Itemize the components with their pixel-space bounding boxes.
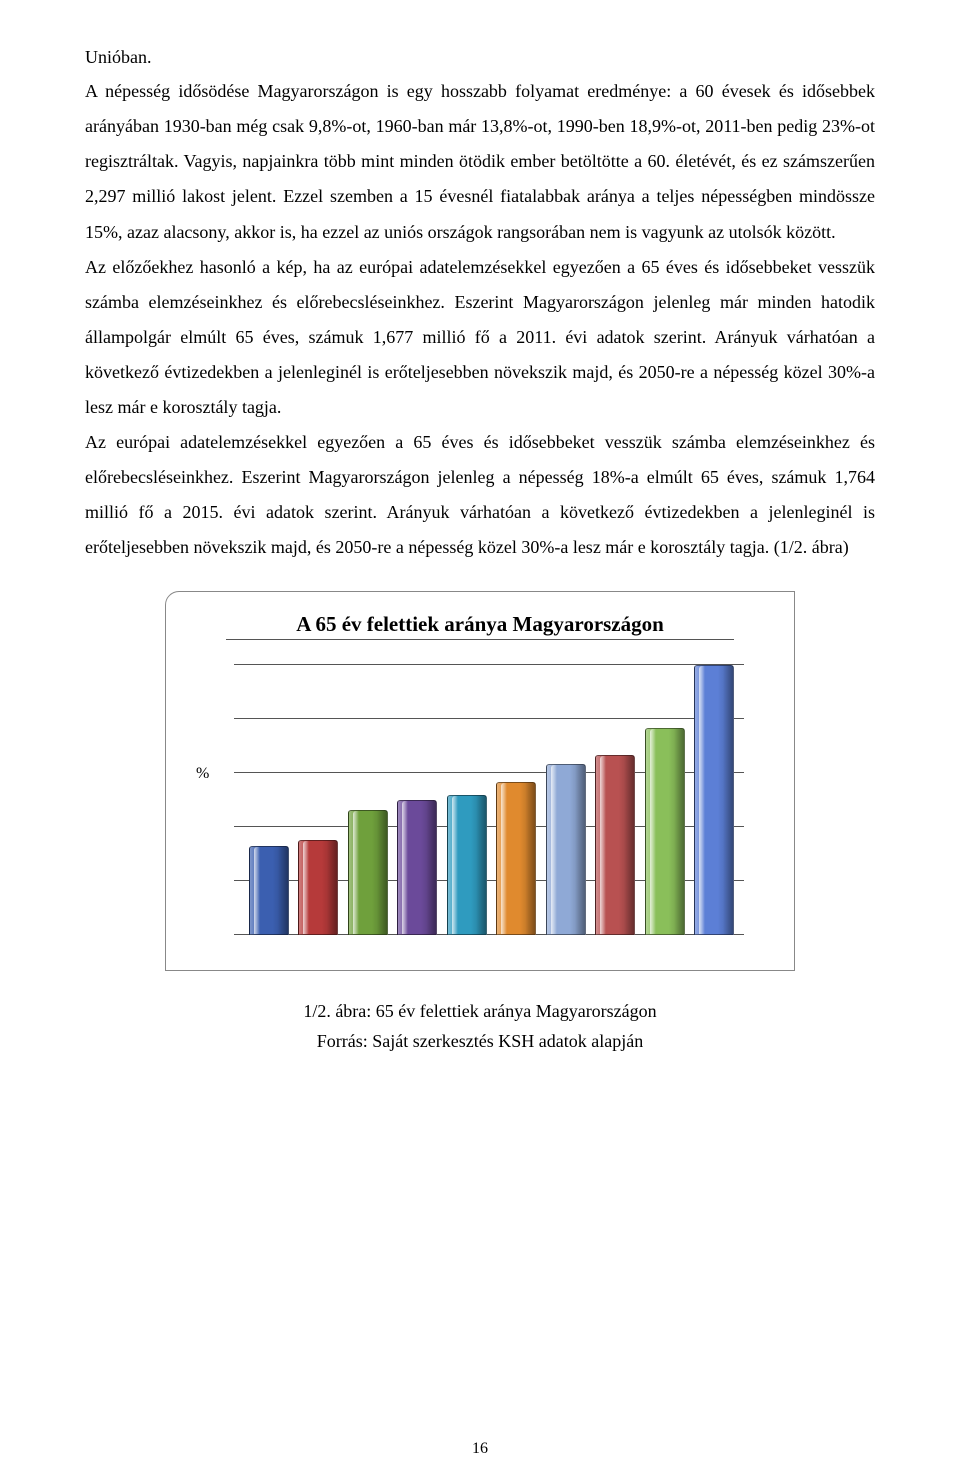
chart-bar bbox=[249, 846, 289, 934]
chart-bar bbox=[397, 800, 437, 935]
chart-plot-area: % bbox=[186, 650, 774, 950]
top-fragment-text: Unióban. bbox=[85, 40, 875, 74]
chart-bar bbox=[645, 728, 685, 935]
chart-y-axis-label: % bbox=[196, 765, 209, 783]
paragraph-2: Az előzőekhez hasonló a kép, ha az európ… bbox=[85, 250, 875, 425]
chart-bar bbox=[546, 764, 586, 934]
chart-bar bbox=[496, 782, 536, 935]
figure-caption-line-1: 1/2. ábra: 65 év felettiek aránya Magyar… bbox=[85, 996, 875, 1027]
page-number: 16 bbox=[0, 1440, 960, 1458]
chart-bar bbox=[595, 755, 635, 935]
chart-title: A 65 év felettiek aránya Magyarországon bbox=[226, 612, 734, 640]
chart-container: A 65 év felettiek aránya Magyarországon … bbox=[85, 591, 875, 971]
paragraph-3: Az európai adatelemzésekkel egyezően a 6… bbox=[85, 425, 875, 565]
chart-panel: A 65 év felettiek aránya Magyarországon … bbox=[165, 591, 795, 971]
chart-bar bbox=[694, 665, 734, 935]
chart-bars-group bbox=[244, 665, 739, 935]
chart-bar bbox=[348, 810, 388, 934]
figure-caption-block: 1/2. ábra: 65 év felettiek aránya Magyar… bbox=[85, 996, 875, 1057]
paragraph-1: A népesség idősödése Magyarországon is e… bbox=[85, 74, 875, 249]
figure-caption-line-2: Forrás: Saját szerkesztés KSH adatok ala… bbox=[85, 1026, 875, 1057]
chart-bar bbox=[298, 840, 338, 935]
chart-bar bbox=[447, 795, 487, 935]
